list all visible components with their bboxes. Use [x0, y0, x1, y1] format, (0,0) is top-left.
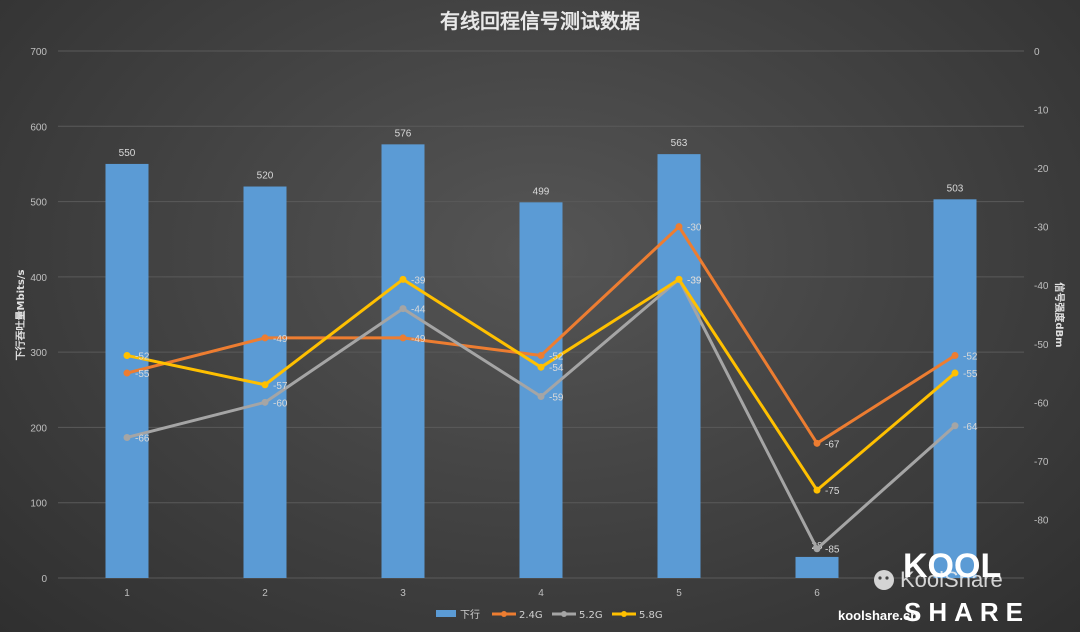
bar-data-label: 563 — [671, 138, 688, 149]
point-data-label: -49 — [411, 334, 426, 345]
series-point — [675, 223, 683, 231]
point-data-label: -64 — [963, 422, 978, 433]
y-right-axis-label: 信号强度dBm — [1053, 282, 1066, 347]
wechat-account: KoolShare — [900, 567, 1003, 592]
series-point — [951, 351, 959, 359]
legend-label: 下行 — [460, 608, 480, 621]
x-tick-label: 4 — [538, 588, 544, 599]
y-left-tick-label: 100 — [30, 499, 47, 510]
series-point — [261, 398, 269, 406]
bar-data-label: 576 — [395, 128, 412, 139]
bar — [381, 144, 425, 578]
point-data-label: -52 — [549, 351, 564, 362]
legend-label: 2.4G — [519, 610, 543, 621]
legend-swatch — [436, 610, 456, 617]
series-point — [537, 392, 545, 400]
series-point — [813, 545, 821, 553]
y-left-axis-label: 下行吞吐量Mbits/s — [14, 270, 27, 361]
chart-title: 有线回程信号测试数据 — [440, 9, 640, 33]
y-right-tick-label: 0 — [1034, 47, 1040, 58]
y-right-tick-label: -20 — [1034, 164, 1049, 175]
legend-label: 5.2G — [579, 610, 603, 621]
x-tick-label: 5 — [676, 588, 682, 599]
series-point — [537, 363, 545, 371]
logo-kool: KOOL — [903, 547, 1001, 585]
logo-share: SHARE — [904, 597, 1030, 627]
series-point — [399, 334, 407, 342]
y-right-tick-label: -80 — [1034, 515, 1049, 526]
point-data-label: -52 — [963, 351, 978, 362]
y-right-ticks: 0 -10 -20 -30 -40 -50 -60 -70 -80 — [1034, 47, 1049, 526]
series-point — [813, 439, 821, 447]
point-data-label: -75 — [825, 486, 840, 497]
y-right-tick-label: -40 — [1034, 281, 1049, 292]
point-data-label: -59 — [549, 392, 564, 403]
point-data-label: -44 — [411, 305, 426, 316]
bar-data-label: 550 — [119, 148, 136, 159]
x-tick-label: 2 — [262, 588, 268, 599]
series-point — [261, 381, 269, 389]
legend-marker — [501, 611, 507, 617]
series-point — [951, 369, 959, 377]
point-data-label: -60 — [273, 398, 288, 409]
point-data-label: -57 — [273, 381, 288, 392]
series-point — [399, 275, 407, 283]
point-data-label: -54 — [549, 363, 564, 374]
legend-label: 5.8G — [639, 610, 663, 621]
bar — [933, 199, 977, 578]
point-data-label: -39 — [687, 275, 702, 286]
point-data-label: -39 — [411, 275, 426, 286]
y-left-tick-label: 700 — [30, 47, 47, 58]
y-left-tick-label: 600 — [30, 122, 47, 133]
bar — [795, 556, 839, 578]
series-point — [399, 305, 407, 313]
y-left-tick-label: 500 — [30, 198, 47, 209]
y-left-ticks: 0 100 200 300 400 500 600 700 — [30, 47, 47, 585]
x-tick-label: 6 — [814, 588, 820, 599]
legend-marker — [561, 611, 567, 617]
bar — [657, 154, 701, 579]
y-left-tick-label: 0 — [41, 574, 47, 585]
y-right-tick-label: -70 — [1034, 457, 1049, 468]
bar-data-label: 520 — [257, 171, 274, 182]
wechat-watermark: KoolShare — [874, 567, 1003, 592]
y-right-tick-label: -10 — [1034, 106, 1049, 117]
bar-data-label: 503 — [947, 183, 964, 194]
y-right-tick-label: -50 — [1034, 340, 1049, 351]
point-data-label: -49 — [273, 334, 288, 345]
bar-series: 55052057649956328503 — [105, 128, 977, 579]
wechat-icon — [874, 570, 894, 590]
series-point — [951, 422, 959, 430]
bar-data-label: 499 — [533, 186, 550, 197]
point-data-label: -67 — [825, 439, 840, 450]
legend-marker — [621, 611, 627, 617]
point-data-label: -30 — [687, 223, 702, 234]
x-tick-label: 3 — [400, 588, 406, 599]
y-left-tick-label: 400 — [30, 273, 47, 284]
series-point — [537, 351, 545, 359]
x-axis-ticks: 1 2 3 4 5 6 — [124, 588, 820, 599]
series-point — [123, 369, 131, 377]
series-point — [261, 334, 269, 342]
line-series: -55 -49 -49 -52 -30 -67 -52 -66 -60 -44 -59 -39 -85 -… — [123, 223, 978, 556]
y-right-tick-label: -30 — [1034, 223, 1049, 234]
y-right-tick-label: -60 — [1034, 398, 1049, 409]
y-left-tick-label: 200 — [30, 423, 47, 434]
series-point — [675, 275, 683, 283]
point-data-label: -66 — [135, 433, 150, 444]
x-tick-label: 1 — [124, 588, 130, 599]
legend: 下行 2.4G 5.2G 5.8G — [436, 608, 663, 621]
series-point — [123, 351, 131, 359]
site-watermark: koolshare.cn — [838, 608, 918, 623]
bar — [519, 202, 563, 578]
point-data-label: -55 — [135, 369, 150, 380]
series-point — [813, 486, 821, 494]
point-data-label: -85 — [825, 545, 840, 556]
point-data-label: -39 — [687, 275, 702, 286]
series-point — [123, 433, 131, 441]
point-data-label: -52 — [135, 351, 150, 362]
y-left-tick-label: 300 — [30, 348, 47, 359]
point-data-label: -55 — [963, 369, 978, 380]
